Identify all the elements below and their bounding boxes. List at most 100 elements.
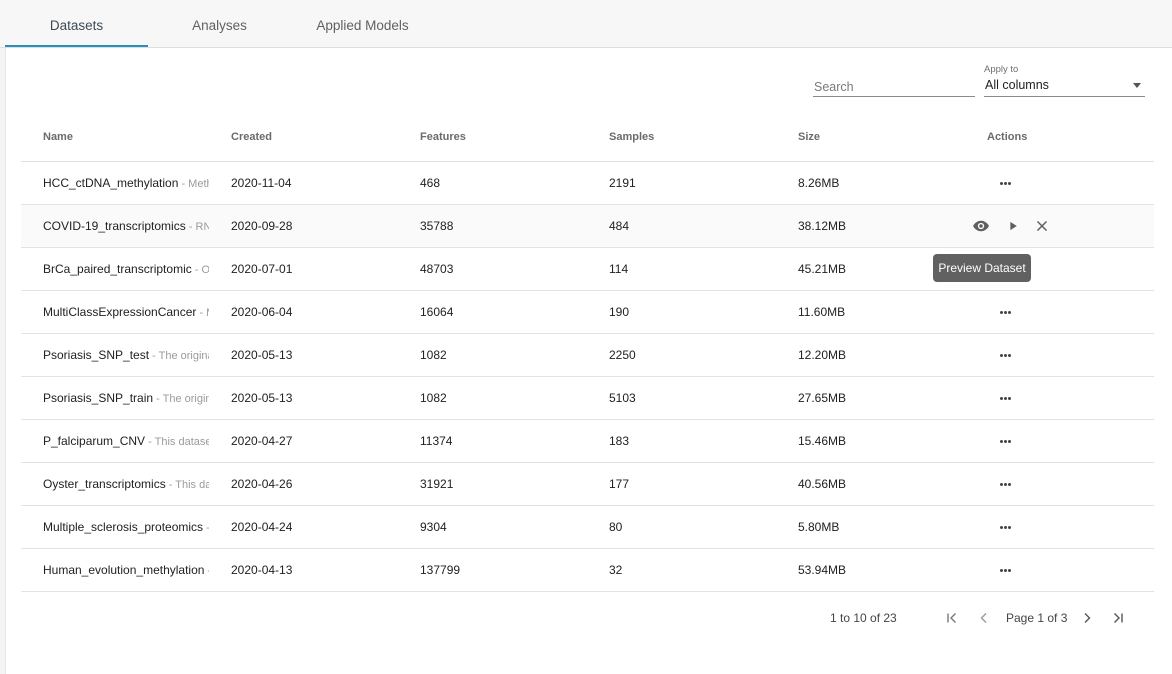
tab-applied-models[interactable]: Applied Models: [316, 18, 409, 33]
pagination-summary: 1 to 10 of 23: [830, 611, 897, 625]
preview-dataset-tooltip: Preview Dataset: [933, 254, 1031, 282]
table-row[interactable]: MultiClassExpressionCancer - M 2020-06-0…: [21, 291, 1154, 334]
dataset-description: - This dat: [168, 479, 209, 491]
column-header-name[interactable]: Name: [43, 131, 73, 143]
dataset-name-cell: P_falciparum_CNV - This dataset: [43, 420, 209, 463]
features-cell: 137799: [420, 563, 461, 577]
dataset-name-cell: Oyster_transcriptomics - This dat: [43, 463, 209, 506]
search-field: [813, 74, 975, 97]
column-header-created[interactable]: Created: [231, 131, 272, 143]
dataset-description: - T: [204, 565, 209, 577]
size-cell: 15.46MB: [798, 434, 847, 448]
samples-cell: 177: [609, 477, 630, 491]
tab-analyses[interactable]: Analyses: [192, 18, 247, 33]
table-header: Name Created Features Samples Size Actio…: [21, 116, 1154, 162]
created-cell: 2020-11-04: [231, 176, 292, 190]
created-cell: 2020-04-26: [231, 477, 293, 491]
created-cell: 2020-09-28: [231, 219, 293, 233]
column-header-size[interactable]: Size: [798, 131, 821, 143]
size-cell: 53.94MB: [798, 563, 847, 577]
table-row[interactable]: HCC_ctDNA_methylation - Methy 2020-11-04…: [21, 162, 1154, 205]
size-cell: 38.12MB: [798, 219, 847, 233]
dataset-name: Oyster_transcriptomics: [43, 477, 166, 491]
apply-to-label: Apply to: [984, 64, 1019, 75]
table-row[interactable]: Psoriasis_SNP_test - The original 2020-0…: [21, 334, 1154, 377]
next-page-icon[interactable]: [1079, 610, 1095, 626]
more-horizontal-icon[interactable]: [1000, 440, 1011, 443]
dataset-name: BrCa_paired_transcriptomic: [43, 262, 192, 276]
features-cell: 16064: [420, 305, 454, 319]
dataset-name: Psoriasis_SNP_train: [43, 391, 154, 405]
features-cell: 1082: [420, 348, 447, 362]
more-horizontal-icon[interactable]: [1000, 569, 1011, 572]
features-cell: 9304: [420, 520, 447, 534]
dataset-name-cell: Multiple_sclerosis_proteomics - T: [43, 506, 209, 549]
last-page-icon[interactable]: [1110, 610, 1126, 626]
dataset-description: - This dataset: [145, 436, 209, 448]
table-row[interactable]: Oyster_transcriptomics - This dat 2020-0…: [21, 463, 1154, 506]
size-cell: 12.20MB: [798, 348, 847, 362]
page-indicator: Page 1 of 3: [1006, 611, 1068, 625]
features-cell: 31921: [420, 477, 454, 491]
datasets-panel: [5, 48, 1172, 674]
column-header-actions: Actions: [987, 131, 1028, 143]
apply-to-select[interactable]: All columns: [984, 76, 1145, 97]
size-cell: 8.26MB: [798, 176, 840, 190]
table-row[interactable]: P_falciparum_CNV - This dataset 2020-04-…: [21, 420, 1154, 463]
dataset-name: Human_evolution_methylation: [43, 563, 205, 577]
dataset-name-cell: Psoriasis_SNP_train - The origina: [43, 377, 209, 420]
dataset-name: COVID-19_transcriptomics: [43, 219, 186, 233]
more-horizontal-icon[interactable]: [1000, 311, 1011, 314]
created-cell: 2020-05-13: [231, 391, 293, 405]
prev-page-icon[interactable]: [976, 610, 992, 626]
play-icon[interactable]: [1004, 217, 1022, 235]
samples-cell: 114: [609, 262, 629, 276]
dataset-description: - The origina: [156, 393, 209, 405]
samples-cell: 190: [609, 305, 630, 319]
size-cell: 27.65MB: [798, 391, 847, 405]
created-cell: 2020-04-24: [231, 520, 293, 534]
dataset-name-cell: BrCa_paired_transcriptomic - Ori: [43, 248, 209, 291]
eye-icon[interactable]: [972, 217, 990, 235]
features-cell: 1082: [420, 391, 447, 405]
features-cell: 48703: [420, 262, 454, 276]
search-input[interactable]: [813, 74, 975, 96]
features-cell: 35788: [420, 219, 454, 233]
more-horizontal-icon[interactable]: [1000, 526, 1011, 529]
first-page-icon[interactable]: [944, 610, 960, 626]
features-cell: 11374: [420, 434, 453, 448]
size-cell: 11.60MB: [798, 305, 846, 319]
samples-cell: 5103: [609, 391, 636, 405]
more-horizontal-icon[interactable]: [1000, 354, 1011, 357]
dataset-name-cell: COVID-19_transcriptomics - RNA: [43, 205, 209, 248]
size-cell: 45.21MB: [798, 262, 847, 276]
dataset-name-cell: HCC_ctDNA_methylation - Methy: [43, 162, 209, 205]
dataset-name: HCC_ctDNA_methylation: [43, 176, 179, 190]
close-icon[interactable]: [1033, 217, 1051, 235]
dataset-name-cell: Psoriasis_SNP_test - The original: [43, 334, 209, 377]
samples-cell: 484: [609, 219, 630, 233]
dataset-name: Psoriasis_SNP_test: [43, 348, 150, 362]
table-row[interactable]: Psoriasis_SNP_train - The origina 2020-0…: [21, 377, 1154, 420]
size-cell: 40.56MB: [798, 477, 847, 491]
dataset-description: - M: [199, 307, 209, 319]
table-row[interactable]: BrCa_paired_transcriptomic - Ori 2020-07…: [21, 248, 1154, 291]
table-row[interactable]: Human_evolution_methylation - T 2020-04-…: [21, 549, 1154, 592]
table-row[interactable]: COVID-19_transcriptomics - RNA 2020-09-2…: [21, 205, 1154, 248]
table-row[interactable]: Multiple_sclerosis_proteomics - T 2020-0…: [21, 506, 1154, 549]
created-cell: 2020-04-13: [231, 563, 293, 577]
more-horizontal-icon[interactable]: [1000, 483, 1011, 486]
created-cell: 2020-04-27: [231, 434, 293, 448]
tab-datasets[interactable]: Datasets: [49, 18, 104, 33]
column-header-samples[interactable]: Samples: [609, 131, 655, 143]
samples-cell: 32: [609, 563, 623, 577]
more-horizontal-icon[interactable]: [1000, 182, 1011, 185]
tab-bar: Datasets Analyses Applied Models: [0, 0, 1172, 48]
datasets-table: Name Created Features Samples Size Actio…: [21, 116, 1154, 592]
dataset-description: - T: [203, 522, 209, 534]
active-tab-indicator: [5, 45, 148, 47]
column-header-features[interactable]: Features: [420, 131, 466, 143]
features-cell: 468: [420, 176, 441, 190]
created-cell: 2020-06-04: [231, 305, 293, 319]
more-horizontal-icon[interactable]: [1000, 397, 1011, 400]
